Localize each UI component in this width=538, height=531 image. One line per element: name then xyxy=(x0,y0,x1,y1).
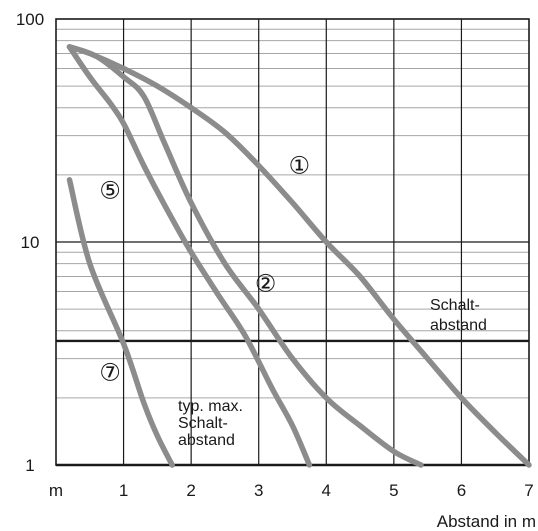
curve-label: ① xyxy=(288,152,310,180)
x-axis-title: Abstand in m xyxy=(437,512,536,531)
curve-label: ② xyxy=(255,270,277,298)
y-tick-label: 100 xyxy=(16,10,44,29)
lower-threshold-label-line3: abstand xyxy=(178,432,235,449)
lower-threshold-label-line1: typ. max. xyxy=(178,398,243,415)
upper-threshold-label-line2: abstand xyxy=(430,317,487,334)
tick-layer: 1 2 3 4 5 6 7 1 10 100 xyxy=(16,10,534,500)
annotation-layer: Schalt- abstand typ. max. Schalt- abstan… xyxy=(99,152,487,449)
y-tick-label: 10 xyxy=(21,233,40,252)
series-curve-3 xyxy=(66,44,313,468)
x-tick-label: 2 xyxy=(186,481,195,500)
lower-threshold-label-line2: Schalt- xyxy=(178,415,228,432)
series-curve-2 xyxy=(66,44,424,468)
curve-label: ⑤ xyxy=(99,177,121,205)
x-tick-label: 3 xyxy=(254,481,263,500)
x-unit-label: m xyxy=(49,481,63,500)
curve-label: ⑦ xyxy=(99,358,121,386)
series-layer xyxy=(66,44,532,468)
series-curve-4 xyxy=(66,177,175,468)
x-tick-label: 1 xyxy=(119,481,128,500)
x-tick-label: 5 xyxy=(389,481,398,500)
x-tick-label: 7 xyxy=(524,481,533,500)
threshold-layer xyxy=(56,339,529,467)
series-curve-1 xyxy=(66,44,532,468)
upper-threshold-label-line1: Schalt- xyxy=(430,297,480,314)
y-tick-label: 1 xyxy=(25,456,34,475)
x-tick-label: 4 xyxy=(322,481,331,500)
x-tick-label: 6 xyxy=(457,481,466,500)
